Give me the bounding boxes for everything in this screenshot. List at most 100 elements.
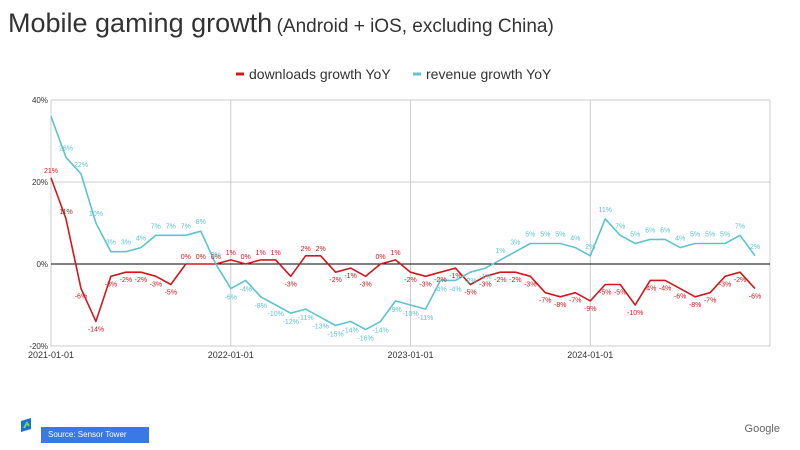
chart-title-subtitle: (Android + iOS, excluding China) (276, 16, 554, 37)
revenue-data-label: -9% (389, 307, 401, 314)
chart-legend: downloads growth YoY revenue growth YoY (236, 66, 552, 82)
downloads-data-label: -2% (120, 277, 132, 284)
downloads-data-label: -3% (150, 281, 162, 288)
revenue-data-label: 5% (705, 232, 715, 239)
revenue-data-label: -10% (402, 311, 418, 318)
downloads-data-label: -6% (674, 294, 686, 301)
legend-label-revenue: revenue growth YoY (426, 66, 552, 82)
google-brand: Google (744, 423, 780, 435)
downloads-data-label: 21% (44, 168, 58, 175)
downloads-data-label: 0% (196, 254, 206, 261)
downloads-data-label: -8% (554, 302, 566, 309)
downloads-data-label: -3% (524, 281, 536, 288)
revenue-data-label: 4% (136, 236, 146, 243)
revenue-data-label: -13% (312, 323, 328, 330)
downloads-data-label: -4% (659, 285, 671, 292)
downloads-growth-line (50, 177, 756, 323)
revenue-data-label: -12% (282, 319, 298, 326)
revenue-data-label: 7% (166, 223, 176, 230)
x-tick-label: 2024-01-01 (567, 350, 613, 360)
revenue-data-label: -8% (254, 303, 266, 310)
downloads-data-label: -14% (88, 326, 104, 333)
downloads-data-label: -5% (599, 290, 611, 297)
downloads-data-label: -7% (704, 298, 716, 305)
revenue-data-label: 2% (585, 244, 595, 251)
revenue-data-label: 5% (720, 232, 730, 239)
y-tick-label: 20% (32, 178, 48, 187)
downloads-data-label: 1% (226, 250, 236, 257)
source-label: Source: Sensor Tower (41, 427, 149, 443)
revenue-data-label: 4% (570, 236, 580, 243)
revenue-data-label: 1% (495, 248, 505, 255)
revenue-data-label: 8% (196, 219, 206, 226)
downloads-data-label: -4% (644, 285, 656, 292)
chart-axes: -20% 0% 20% 40% 2021-01-01 2022-01-01 2023-01-… (28, 96, 770, 360)
downloads-data-label: -2% (404, 277, 416, 284)
revenue-data-label: 11% (598, 207, 612, 214)
revenue-data-label: 2% (750, 244, 760, 251)
downloads-data-label: -10% (627, 310, 643, 317)
x-tick-label: 2021-01-01 (28, 350, 74, 360)
downloads-data-label: -3% (284, 281, 296, 288)
downloads-data-label: -7% (539, 298, 551, 305)
revenue-data-label: 3% (106, 240, 116, 247)
revenue-data-label: -4% (434, 286, 446, 293)
revenue-data-label: 6% (645, 227, 655, 234)
downloads-data-label: -3% (359, 281, 371, 288)
revenue-data-label: 0% (211, 252, 221, 259)
revenue-data-label: 7% (615, 223, 625, 230)
revenue-growth-line (50, 116, 756, 331)
downloads-data-label: -2% (329, 277, 341, 284)
legend-label-downloads: downloads growth YoY (249, 66, 391, 82)
revenue-data-label: -16% (357, 336, 373, 343)
revenue-data-label: -4% (240, 286, 252, 293)
sensor-tower-logo-icon (21, 418, 31, 432)
revenue-data-label: 3% (121, 240, 131, 247)
revenue-data-label: -11% (418, 315, 434, 322)
downloads-data-label: -2% (494, 277, 506, 284)
revenue-data-label: -10% (268, 311, 284, 318)
downloads-data-label: -2% (509, 277, 521, 284)
revenue-data-label: 26% (59, 145, 73, 152)
downloads-data-label: 2% (316, 246, 326, 253)
revenue-data-label: 22% (74, 162, 88, 169)
y-tick-label: -20% (29, 342, 48, 351)
downloads-data-label: -6% (749, 294, 761, 301)
x-tick-label: 2023-01-01 (387, 350, 433, 360)
revenue-data-label: 5% (525, 232, 535, 239)
revenue-data-label: -1% (479, 274, 491, 281)
downloads-data-label: -3% (719, 281, 731, 288)
revenue-data-label: 5% (555, 232, 565, 239)
revenue-data-label: -14% (372, 327, 388, 334)
downloads-data-label: -2% (734, 277, 746, 284)
revenue-data-label: -14% (342, 327, 358, 334)
downloads-data-label: 0% (211, 254, 221, 261)
revenue-data-label: -15% (327, 332, 343, 339)
y-tick-label: 0% (36, 260, 48, 269)
y-tick-label: 40% (32, 96, 48, 105)
downloads-data-label: -8% (689, 302, 701, 309)
downloads-data-label: 0% (181, 254, 191, 261)
revenue-data-label: -4% (449, 286, 461, 293)
revenue-data-label: 7% (181, 223, 191, 230)
downloads-data-label: -2% (434, 277, 446, 284)
downloads-data-label: -7% (569, 298, 581, 305)
downloads-data-label: -3% (479, 281, 491, 288)
revenue-data-label: 4% (675, 236, 685, 243)
revenue-data-label: 3% (510, 240, 520, 247)
revenue-data-label: -11% (298, 315, 314, 322)
downloads-data-label: -9% (584, 306, 596, 313)
chart-title: Mobile gaming growth (Android + iOS, exc… (8, 8, 554, 39)
revenue-data-label: -6% (225, 295, 237, 302)
downloads-data-label: -5% (464, 290, 476, 297)
chart-series (50, 116, 756, 331)
downloads-data-label: -3% (419, 281, 431, 288)
revenue-data-label: 7% (151, 223, 161, 230)
chart-title-main: Mobile gaming growth (8, 8, 273, 38)
downloads-data-label: -2% (135, 277, 147, 284)
downloads-data-label: 0% (375, 254, 385, 261)
revenue-data-label: 5% (690, 232, 700, 239)
revenue-data-label: 6% (660, 227, 670, 234)
revenue-data-label: 5% (540, 232, 550, 239)
